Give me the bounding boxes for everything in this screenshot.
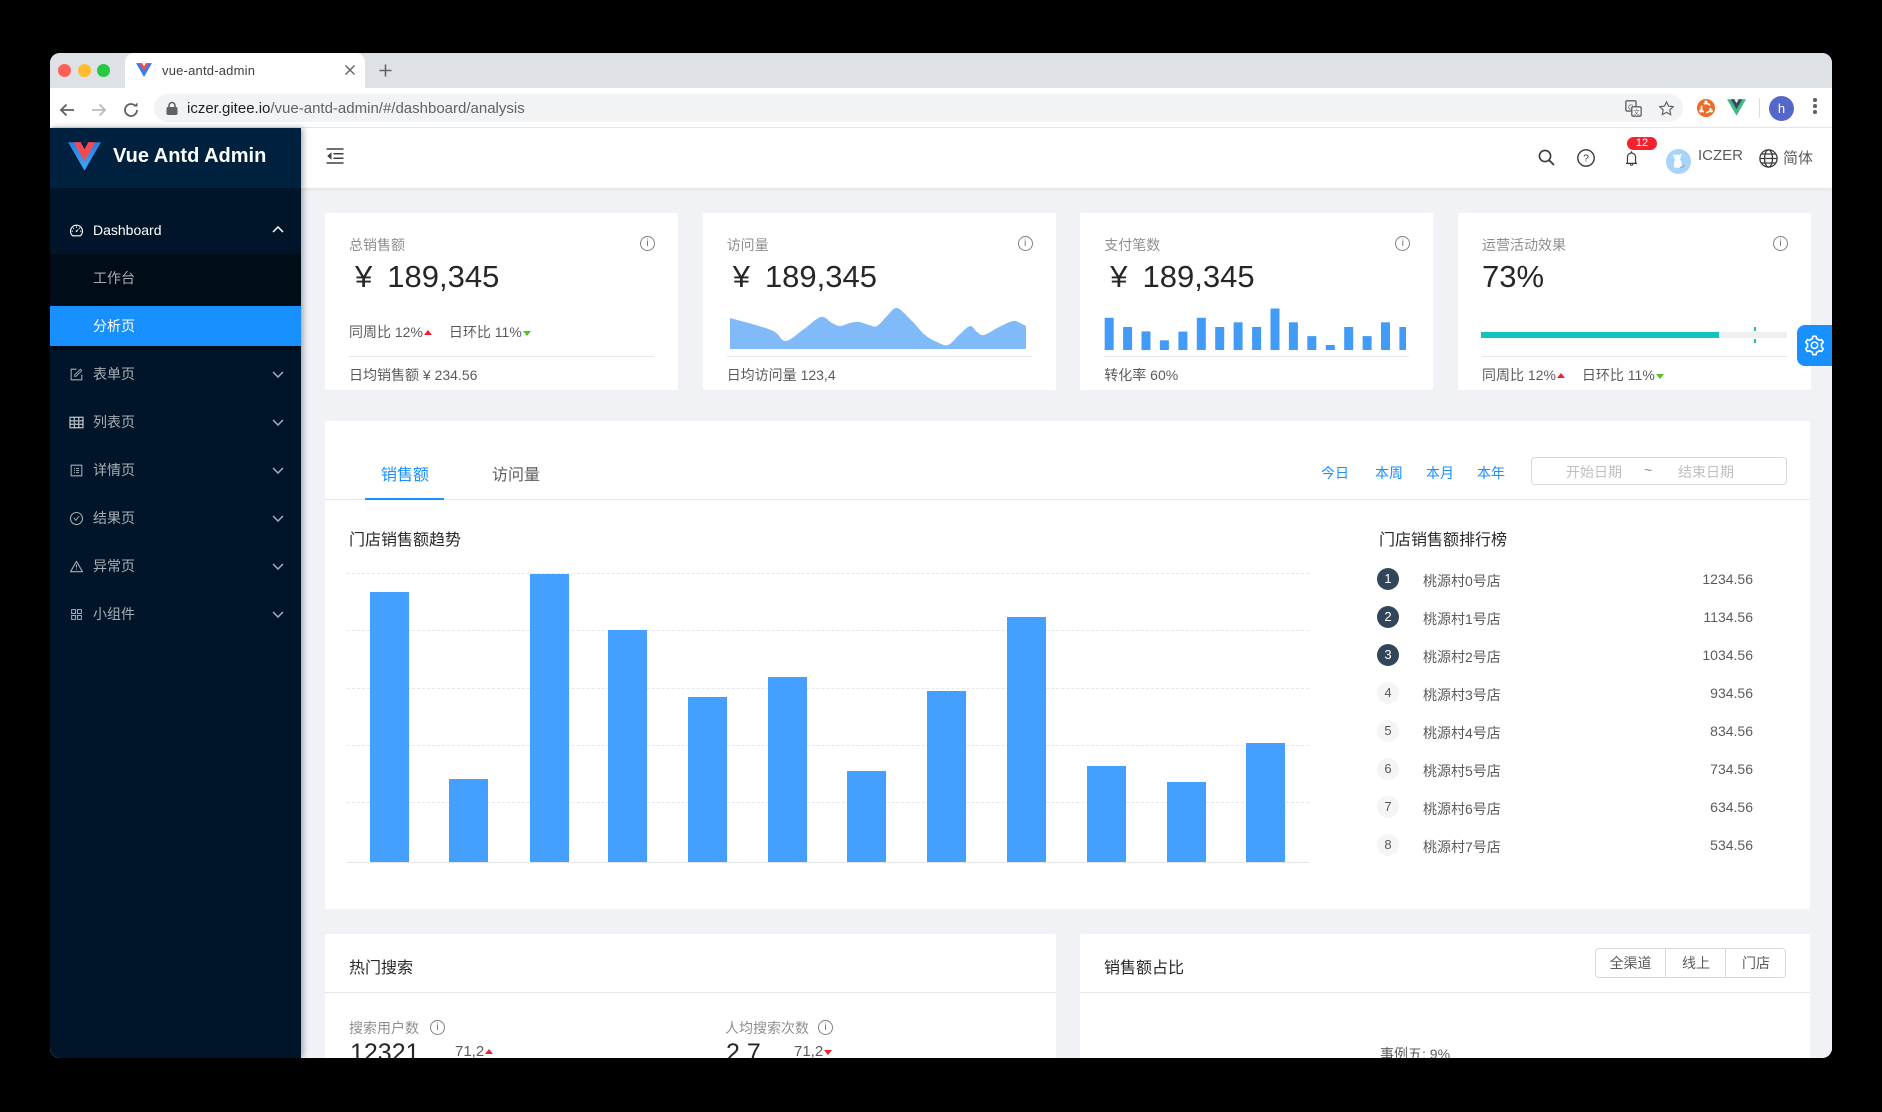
svg-text:?: ? [1583, 153, 1589, 165]
svg-text:G: G [1628, 102, 1634, 111]
svg-text:文: 文 [1633, 107, 1640, 116]
